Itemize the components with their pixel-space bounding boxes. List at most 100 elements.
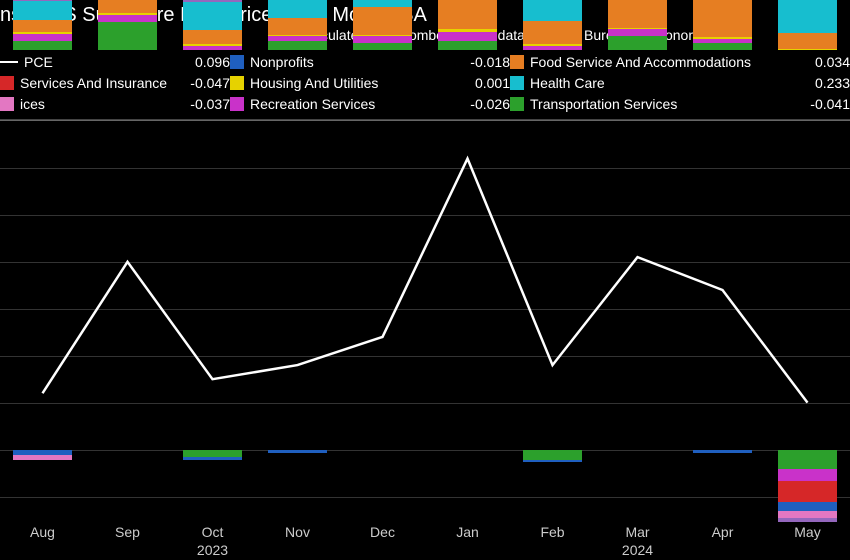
bar-slot bbox=[680, 121, 765, 520]
x-tick: May bbox=[765, 524, 850, 540]
legend-item: ices -0.037 bbox=[0, 95, 230, 113]
color-swatch bbox=[230, 76, 244, 90]
color-swatch bbox=[230, 97, 244, 111]
bar-segment bbox=[608, 0, 668, 28]
bar-segment bbox=[183, 2, 243, 30]
bar-slot bbox=[425, 121, 510, 520]
bar-segment bbox=[778, 481, 838, 502]
legend-item: Food Service And Accommodations 0.034 bbox=[510, 53, 850, 71]
bar-segment bbox=[693, 37, 753, 38]
legend-label: ices bbox=[20, 96, 45, 112]
bar-segment bbox=[98, 13, 158, 15]
year-label: 2024 bbox=[425, 542, 850, 558]
legend-label: Services And Insurance bbox=[20, 75, 167, 91]
bar-segment bbox=[183, 46, 243, 51]
bar-segment bbox=[353, 7, 413, 35]
bar-slot bbox=[85, 121, 170, 520]
year-label: 2023 bbox=[0, 542, 425, 558]
bar-segment bbox=[778, 450, 838, 469]
bar-segment bbox=[608, 28, 668, 29]
bar-slot bbox=[170, 121, 255, 520]
bar-segment bbox=[268, 35, 328, 36]
bar-segment bbox=[13, 32, 73, 34]
bar-segment bbox=[13, 41, 73, 50]
x-tick: Aug bbox=[0, 524, 85, 540]
x-tick: Dec bbox=[340, 524, 425, 540]
bar-segment bbox=[268, 36, 328, 41]
bar-segment bbox=[13, 0, 73, 1]
bar-segment bbox=[693, 450, 753, 452]
bar-segment bbox=[523, 0, 583, 21]
bar-segment bbox=[13, 20, 73, 32]
legend-label: Housing And Utilities bbox=[250, 75, 378, 91]
line-swatch bbox=[0, 61, 18, 63]
legend-value: -0.018 bbox=[460, 54, 510, 70]
bar-segment bbox=[608, 36, 668, 50]
legend-item: Health Care 0.233 bbox=[510, 74, 850, 92]
legend-label: Health Care bbox=[530, 75, 605, 91]
legend-value: 0.001 bbox=[465, 75, 510, 91]
legend-item: Transportation Services-0.041 bbox=[510, 95, 850, 113]
x-tick: Nov bbox=[255, 524, 340, 540]
bar-segment bbox=[438, 41, 498, 50]
legend-label: PCE bbox=[24, 54, 53, 70]
legend-value: 0.034 bbox=[805, 54, 850, 70]
x-tick: Jan bbox=[425, 524, 510, 540]
x-tick: Sep bbox=[85, 524, 170, 540]
bars-container bbox=[0, 121, 850, 520]
color-swatch bbox=[510, 55, 524, 69]
bar-slot bbox=[0, 121, 85, 520]
bar-segment bbox=[98, 15, 158, 22]
bar-segment bbox=[183, 44, 243, 45]
bar-segment bbox=[13, 34, 73, 41]
x-axis: AugSepOctNovDecJanFebMarAprMay bbox=[0, 520, 850, 540]
bar-segment bbox=[98, 0, 158, 13]
bar-segment bbox=[183, 0, 243, 2]
legend-label: Food Service And Accommodations bbox=[530, 54, 751, 70]
color-swatch bbox=[0, 76, 14, 90]
bar-segment bbox=[523, 44, 583, 45]
bar-segment bbox=[523, 21, 583, 45]
color-swatch bbox=[230, 55, 244, 69]
bar-slot bbox=[255, 121, 340, 520]
legend: PCE 0.096 Services And Insurance -0.047 ices… bbox=[0, 45, 850, 120]
bar-segment bbox=[778, 0, 838, 33]
color-swatch bbox=[0, 97, 14, 111]
bar-slot bbox=[340, 121, 425, 520]
bar-segment bbox=[778, 502, 838, 510]
legend-item: Services And Insurance -0.047 bbox=[0, 74, 230, 92]
bar-segment bbox=[13, 1, 73, 20]
color-swatch bbox=[510, 76, 524, 90]
bar-segment bbox=[268, 41, 328, 50]
bar-segment bbox=[268, 0, 328, 18]
chart-area bbox=[0, 120, 850, 520]
x-tick: Feb bbox=[510, 524, 595, 540]
legend-value: -0.047 bbox=[180, 75, 230, 91]
bar-slot bbox=[595, 121, 680, 520]
bar-segment bbox=[13, 455, 73, 460]
legend-item: Recreation Services-0.026 bbox=[230, 95, 510, 113]
legend-value: -0.037 bbox=[180, 96, 230, 112]
bar-segment bbox=[438, 32, 498, 41]
bar-segment bbox=[693, 0, 753, 37]
bar-segment bbox=[183, 457, 243, 459]
bar-segment bbox=[353, 35, 413, 36]
x-tick: Oct bbox=[170, 524, 255, 540]
legend-label: Recreation Services bbox=[250, 96, 375, 112]
bar-segment bbox=[693, 43, 753, 50]
color-swatch bbox=[510, 97, 524, 111]
bar-segment bbox=[438, 0, 498, 29]
bar-segment bbox=[693, 39, 753, 44]
bar-segment bbox=[523, 450, 583, 459]
legend-value: 0.096 bbox=[185, 54, 230, 70]
bar-segment bbox=[183, 30, 243, 44]
bar-segment bbox=[523, 46, 583, 51]
bar-segment bbox=[523, 460, 583, 462]
bar-segment bbox=[353, 36, 413, 43]
bar-segment bbox=[98, 22, 158, 50]
bar-segment bbox=[778, 33, 838, 49]
year-axis: 20232024 bbox=[0, 540, 850, 558]
legend-value: 0.233 bbox=[805, 75, 850, 91]
legend-item: Housing And Utilities 0.001 bbox=[230, 74, 510, 92]
legend-item: PCE 0.096 bbox=[0, 53, 230, 71]
